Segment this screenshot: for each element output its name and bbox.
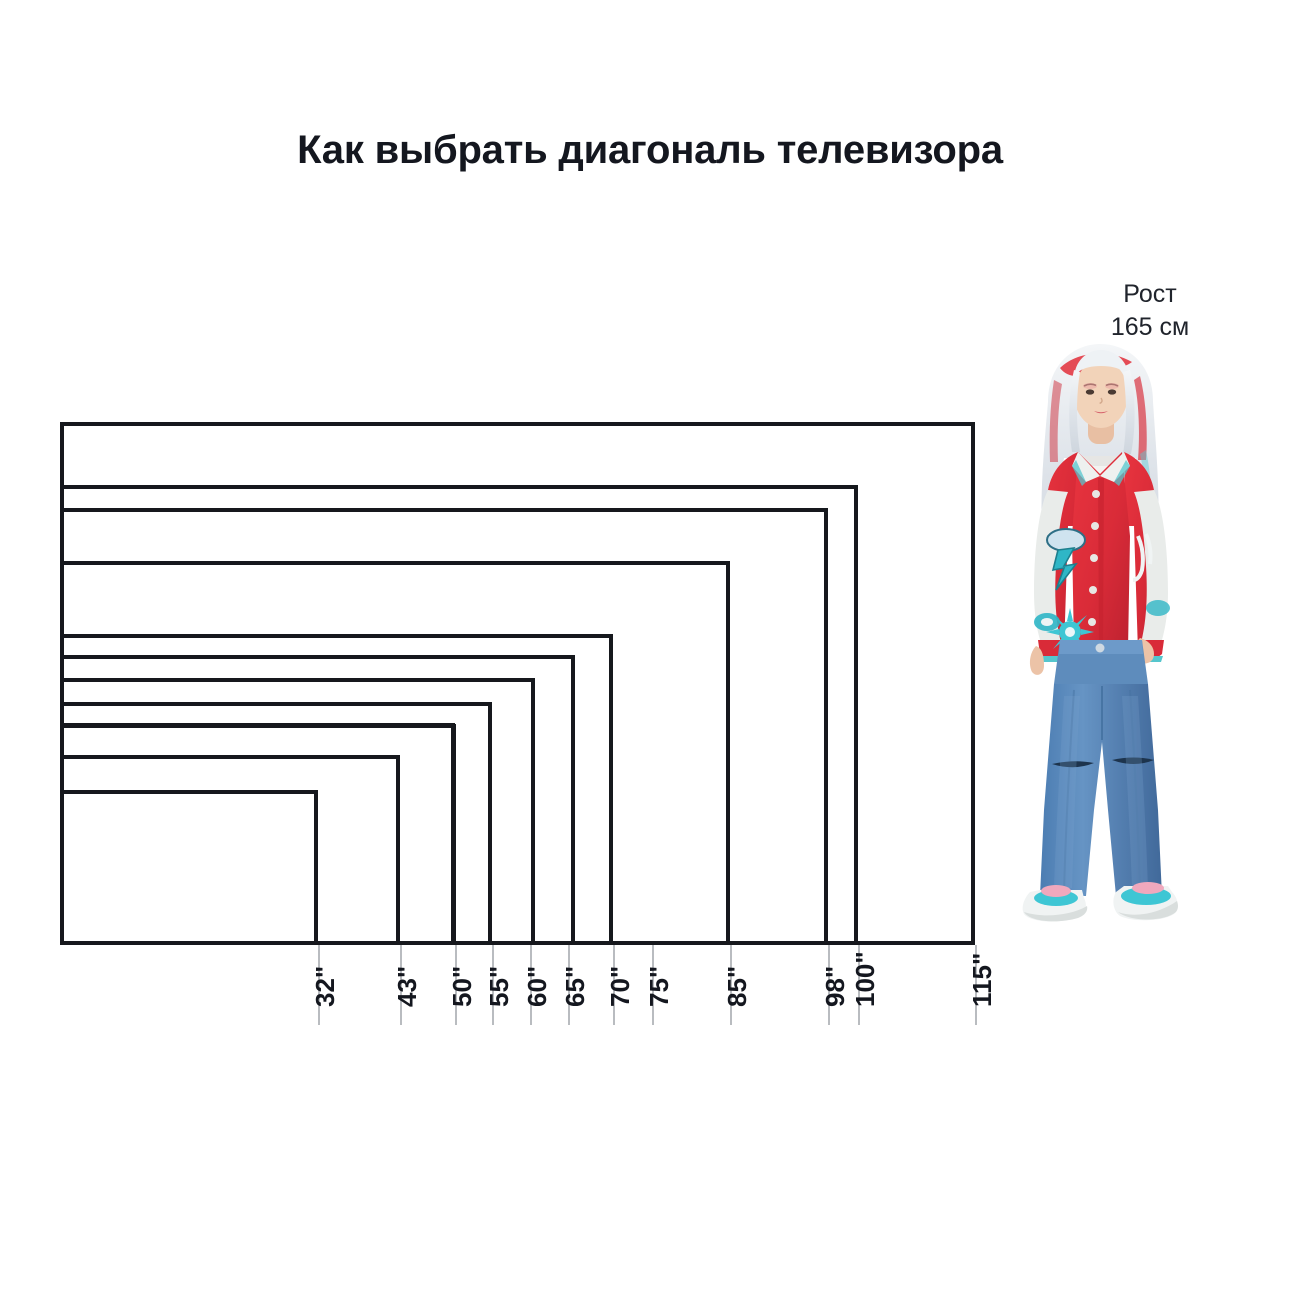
tick-line-32in	[318, 945, 320, 1025]
tick-label-115in: 115"	[967, 952, 997, 1007]
height-caption: Рост 165 см	[1050, 278, 1250, 344]
tick-label-100in: 100"	[850, 951, 880, 1007]
tick-line-100in	[858, 945, 860, 1025]
tick-label-75in: 75"	[644, 965, 674, 1007]
tick-label-60in: 60"	[522, 965, 552, 1007]
tick-line-85in	[730, 945, 732, 1025]
tv-rect-32in	[60, 790, 318, 945]
tick-label-50in: 50"	[447, 965, 477, 1007]
tick-line-98in	[828, 945, 830, 1025]
person-figure	[990, 340, 1210, 946]
tick-line-65in	[568, 945, 570, 1025]
tick-line-43in	[400, 945, 402, 1025]
tick-label-65in: 65"	[560, 965, 590, 1007]
tick-line-70in	[613, 945, 615, 1025]
tick-line-60in	[530, 945, 532, 1025]
tick-label-70in: 70"	[605, 965, 635, 1007]
tick-line-55in	[492, 945, 494, 1025]
tick-label-85in: 85"	[722, 965, 752, 1007]
tick-label-55in: 55"	[484, 965, 514, 1007]
tick-line-50in	[455, 945, 457, 1025]
tick-label-32in: 32"	[310, 965, 340, 1007]
height-caption-label: Рост	[1123, 280, 1177, 308]
tick-label-43in: 43"	[392, 965, 422, 1007]
page-title: Как выбрать диагональ телевизора	[297, 128, 1003, 172]
tick-label-98in: 98"	[820, 965, 850, 1007]
tick-line-115in	[975, 945, 977, 1025]
tick-line-75in	[652, 945, 654, 1025]
height-caption-value: 165 см	[1110, 313, 1190, 341]
